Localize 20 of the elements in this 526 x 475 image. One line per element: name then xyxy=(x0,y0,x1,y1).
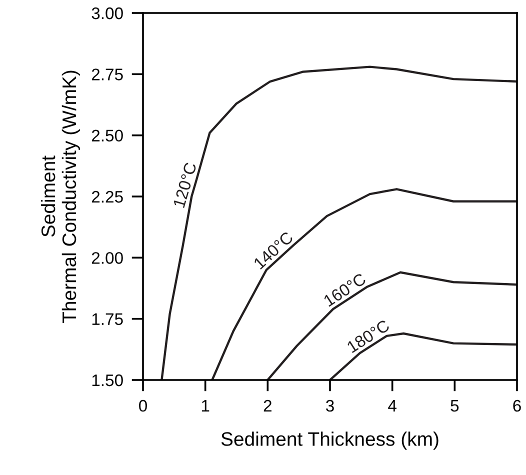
y-axis-title: Sediment Thermal Conductivity (W/mK) xyxy=(40,70,80,324)
y-tick-label: 2.25 xyxy=(92,190,123,203)
y-tick-label: 3.00 xyxy=(92,7,123,20)
line-series xyxy=(211,188,517,380)
text: 120°C xyxy=(172,162,197,208)
x-tick-label: 4 xyxy=(388,400,396,412)
y-tick-label: 1.75 xyxy=(92,313,123,326)
y-tick-label: 2.75 xyxy=(92,68,123,80)
x-tick-label: 0 xyxy=(139,400,147,412)
x-tick-label: 5 xyxy=(450,400,459,412)
line-series xyxy=(160,66,517,380)
y-tick-label: 2.00 xyxy=(92,252,123,264)
y-tick-label: 2.50 xyxy=(92,130,123,142)
x-tick-label: 6 xyxy=(513,400,521,412)
line-series xyxy=(266,271,517,380)
x-tick-label: 1 xyxy=(202,400,210,412)
x-axis-title: Sediment Thickness (km) xyxy=(221,432,438,450)
y-tick-label: 1.50 xyxy=(92,374,123,386)
x-tick-label: 2 xyxy=(264,400,272,412)
x-tick-label: 3 xyxy=(326,400,334,412)
